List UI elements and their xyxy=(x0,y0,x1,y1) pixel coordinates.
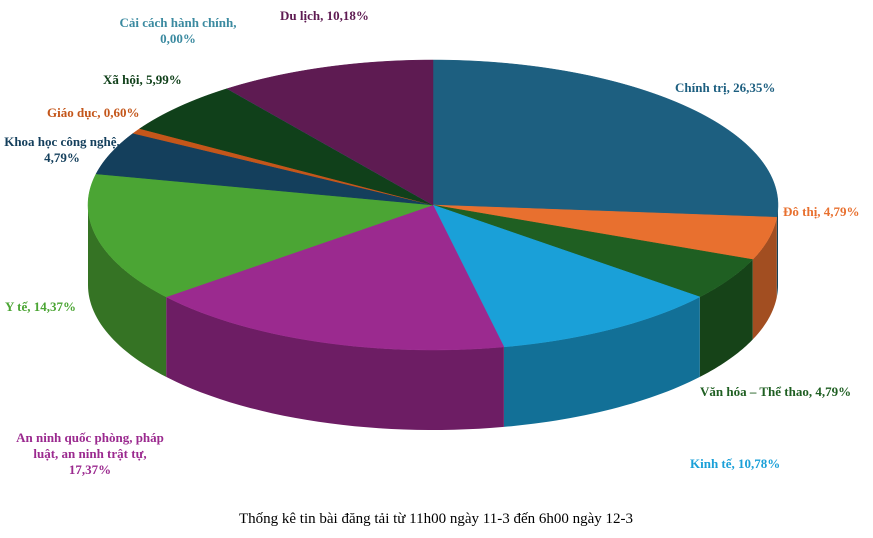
data-label: An ninh quốc phòng, pháp luật, an ninh tr… xyxy=(16,430,164,477)
pie-sides xyxy=(88,205,778,430)
chart-title: Thống kê tin bài đăng tải từ 11h00 ngày … xyxy=(239,511,633,527)
data-label: Đô thị, 4,79% xyxy=(783,204,860,219)
slice xyxy=(87,173,434,298)
slice-side xyxy=(88,205,167,377)
slice-side xyxy=(699,259,753,377)
slice xyxy=(432,204,754,298)
labels: Chính trị, 26,35% Đô thị, 4,79% Văn hóa – … xyxy=(4,8,859,477)
slice xyxy=(165,204,505,351)
slice-side xyxy=(776,205,778,298)
data-label: Y tế, 14,37% xyxy=(5,299,76,314)
data-label: Khoa học công nghệ, 4,79% xyxy=(4,134,120,165)
slice-side xyxy=(166,296,504,430)
data-label: Giáo dục, 0,60% xyxy=(47,105,139,120)
slice xyxy=(139,88,434,206)
data-label: Chính trị, 26,35% xyxy=(675,80,775,95)
slice xyxy=(226,59,434,206)
slice xyxy=(432,204,778,260)
data-label: Du lịch, 10,18% xyxy=(280,8,369,23)
slice xyxy=(432,204,701,348)
data-label: Xã hội, 5,99% xyxy=(103,72,182,87)
pie-tops xyxy=(87,59,779,351)
data-label: Kinh tế, 10,78% xyxy=(690,456,780,471)
slice xyxy=(432,59,779,218)
slice-side xyxy=(503,296,700,427)
slice-side xyxy=(752,217,777,340)
data-label: Cải cách hành chính, 0,00% xyxy=(119,15,236,46)
slice xyxy=(95,133,434,206)
data-label: Văn hóa – Thể thao, 4,79% xyxy=(700,384,851,399)
